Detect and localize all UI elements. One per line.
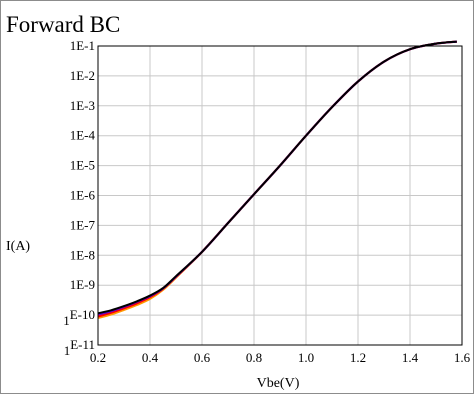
y-tick-label: 1E-8 — [70, 247, 95, 262]
y-tick-label: 1E-1 — [70, 38, 95, 53]
series-line-4 — [97, 40, 457, 315]
series-line-2 — [97, 40, 457, 318]
y-tick-label: 1E-11 — [64, 337, 95, 358]
y-tick-label: 1E-2 — [70, 68, 95, 83]
x-tick-label: 0.4 — [142, 350, 159, 365]
series-line-1 — [97, 40, 457, 320]
y-tick-label: 1E-3 — [70, 98, 95, 113]
x-tick-labels: 0.2 0.4 0.6 0.8 1.0 1.2 1.4 1.6 — [90, 350, 471, 365]
x-tick-label: 1.2 — [350, 350, 366, 365]
x-tick-label: 0.2 — [90, 350, 106, 365]
y-tick-label: 1E-9 — [70, 277, 95, 292]
x-tick-label: 1.6 — [454, 350, 471, 365]
x-tick-label: 0.6 — [194, 350, 211, 365]
series-line-3 — [97, 40, 457, 316]
x-tick-label: 1.4 — [402, 350, 419, 365]
y-tick-labels: 1E-1 1E-2 1E-3 1E-4 1E-5 1E-6 1E-7 1E-8 1E-9 1E-1… — [63, 38, 95, 358]
grid-lines — [97, 45, 463, 346]
y-tick-label: 1E-10 — [63, 307, 95, 328]
y-tick-label: 1E-7 — [70, 217, 96, 232]
y-tick-label: 1E-5 — [70, 158, 95, 173]
y-tick-label: 1E-4 — [70, 128, 96, 143]
x-axis-label: Vbe(V) — [257, 376, 300, 391]
y-axis-label: I(A) — [6, 239, 30, 254]
chart-title: Forward BC — [6, 12, 120, 37]
plot-area-border — [97, 45, 463, 346]
x-tick-label: 1.0 — [298, 350, 314, 365]
y-tick-label: 1E-6 — [70, 188, 96, 203]
data-series — [97, 40, 457, 320]
x-tick-label: 0.8 — [246, 350, 262, 365]
